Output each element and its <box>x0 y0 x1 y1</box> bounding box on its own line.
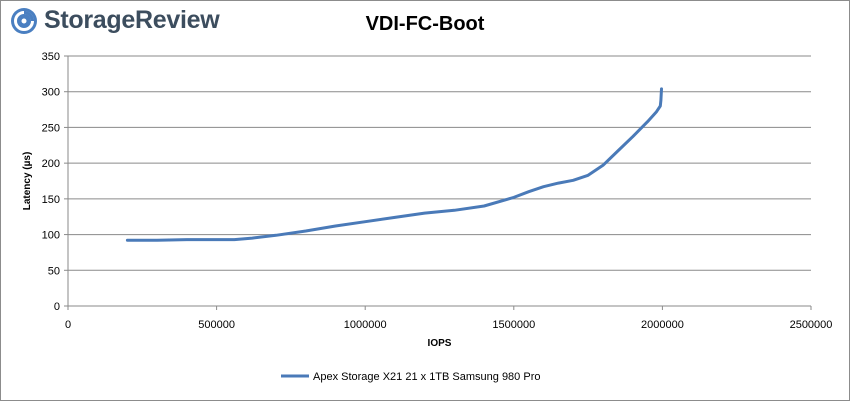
x-tick-label: 2000000 <box>641 319 684 331</box>
brand-name: StorageReview <box>44 6 220 34</box>
y-tick-label: 0 <box>54 301 60 313</box>
x-axis-title: IOPS <box>428 338 452 349</box>
x-tick-label: 2500000 <box>790 319 833 331</box>
y-axis-title: Latency (µs) <box>22 152 33 211</box>
brand-logo: StorageReview <box>10 6 220 35</box>
x-tick-label: 500000 <box>198 319 235 331</box>
y-tick-label: 50 <box>48 265 60 277</box>
series-line-0 <box>125 87 663 242</box>
y-tick-label: 100 <box>42 230 60 242</box>
y-tick-label: 350 <box>42 51 60 63</box>
brand-logo-icon <box>11 7 37 34</box>
y-tick-label: 150 <box>42 194 60 206</box>
chart-title: VDI-FC-Boot <box>365 13 485 35</box>
x-tick-label: 1500000 <box>492 319 535 331</box>
y-tick-label: 200 <box>42 158 60 170</box>
y-tick-label: 250 <box>42 122 60 134</box>
x-tick-label: 1000000 <box>344 319 387 331</box>
x-tick-label: 0 <box>65 319 71 331</box>
y-tick-label: 300 <box>42 87 60 99</box>
legend-label: Apex Storage X21 21 x 1TB Samsung 980 Pr… <box>313 371 540 383</box>
